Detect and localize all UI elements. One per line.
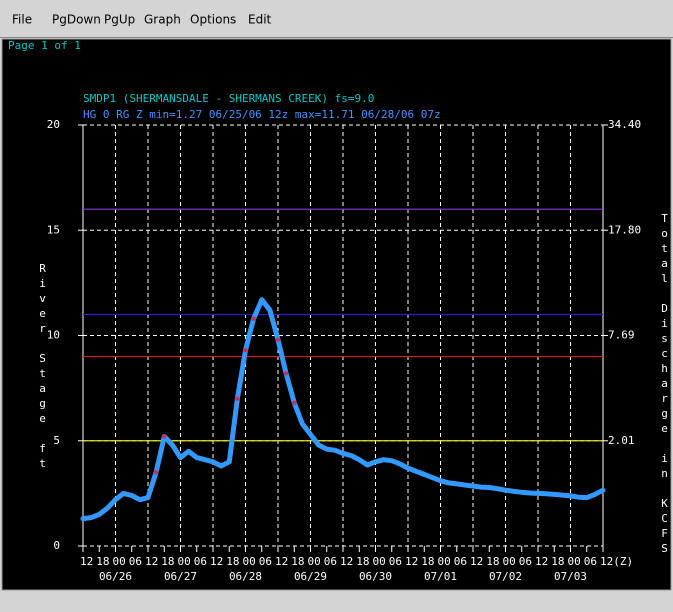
x-tick-label: 18 — [161, 555, 174, 568]
x-tick-label: 00 — [438, 555, 451, 568]
steep-point — [235, 396, 240, 401]
x-tick-label: 06 — [454, 555, 467, 568]
x-tick-label: 06 — [129, 555, 142, 568]
x-tick-label: 12 — [80, 555, 93, 568]
y2-tick-label: 7.69 — [608, 329, 635, 342]
x-tick-label: 18 — [421, 555, 434, 568]
x-date-label: 06/27 — [164, 570, 197, 583]
y2-tick-label: 34.40 — [608, 118, 641, 131]
x-date-label: 06/29 — [294, 570, 327, 583]
x-tick-label: 18 — [551, 555, 564, 568]
x-tick-label: 12 — [275, 555, 288, 568]
y-tick-label: 0 — [53, 539, 60, 552]
x-tick-label: 18 — [486, 555, 499, 568]
x-date-label: 07/02 — [489, 570, 522, 583]
x-tick-label: 12(Z) — [600, 555, 633, 568]
x-tick-label: 06 — [259, 555, 272, 568]
x-tick-label: 06 — [324, 555, 337, 568]
menu-item[interactable]: PgUp — [104, 13, 135, 27]
steep-point — [243, 348, 248, 353]
x-tick-label: 06 — [389, 555, 402, 568]
y-tick-label: 15 — [47, 223, 60, 236]
menu: File PgDown PgUp Graph Options Edit — [12, 13, 272, 27]
y2-tick-label: 17.80 — [608, 223, 641, 236]
x-tick-label: 18 — [356, 555, 369, 568]
chart-title: SMDP1 (SHERMANSDALE - SHERMANS CREEK) fs… — [83, 92, 374, 105]
chart-subtitle: HG 0 RG Z min=1.27 06/25/06 12z max=11.7… — [83, 108, 441, 121]
steep-point — [292, 400, 297, 406]
menu-item[interactable]: Graph — [144, 13, 181, 27]
x-tick-label: 18 — [291, 555, 304, 568]
menu-item[interactable]: PgDown — [52, 13, 101, 27]
x-date-label: 06/28 — [229, 570, 262, 583]
steep-point — [283, 371, 289, 376]
x-date-label: 06/30 — [359, 570, 392, 583]
x-tick-label: 12 — [340, 555, 353, 568]
x-tick-label: 00 — [178, 555, 191, 568]
y-tick-label: 20 — [47, 118, 60, 131]
stage-line — [80, 297, 606, 522]
x-tick-label: 00 — [308, 555, 321, 568]
y-tick-label: 5 — [53, 434, 60, 447]
x-tick-label: 06 — [519, 555, 532, 568]
x-date-label: 07/01 — [424, 570, 457, 583]
menu-item[interactable]: Options — [190, 13, 236, 27]
x-tick-label: 00 — [373, 555, 386, 568]
menu-bar — [0, 0, 673, 38]
steep-point — [251, 316, 256, 321]
steep-point — [153, 470, 159, 475]
x-tick-label: 00 — [113, 555, 126, 568]
x-tick-label: 18 — [96, 555, 109, 568]
y2-axis-label: Total Discharge in KCFS — [658, 212, 671, 557]
x-tick-label: 12 — [470, 555, 483, 568]
x-tick-label: 06 — [584, 555, 597, 568]
x-tick-label: 00 — [568, 555, 581, 568]
y-axis-label: River Stage ft — [36, 262, 49, 472]
x-tick-label: 00 — [243, 555, 256, 568]
y-tick-label: 10 — [47, 329, 60, 342]
menu-item[interactable]: Edit — [248, 13, 272, 27]
x-tick-label: 06 — [194, 555, 207, 568]
x-tick-label: 12 — [535, 555, 548, 568]
x-tick-label: 12 — [405, 555, 418, 568]
x-tick-label: 18 — [226, 555, 239, 568]
x-tick-label: 12 — [145, 555, 158, 568]
y2-tick-label: 2.01 — [608, 434, 635, 447]
x-tick-label: 12 — [210, 555, 223, 568]
steep-point — [275, 337, 281, 342]
x-tick-label: 00 — [503, 555, 516, 568]
page-label: Page 1 of 1 — [8, 39, 81, 52]
x-date-label: 06/26 — [99, 570, 132, 583]
x-date-label: 07/03 — [554, 570, 587, 583]
menu-item[interactable]: File — [12, 13, 32, 27]
steep-point — [162, 434, 167, 439]
